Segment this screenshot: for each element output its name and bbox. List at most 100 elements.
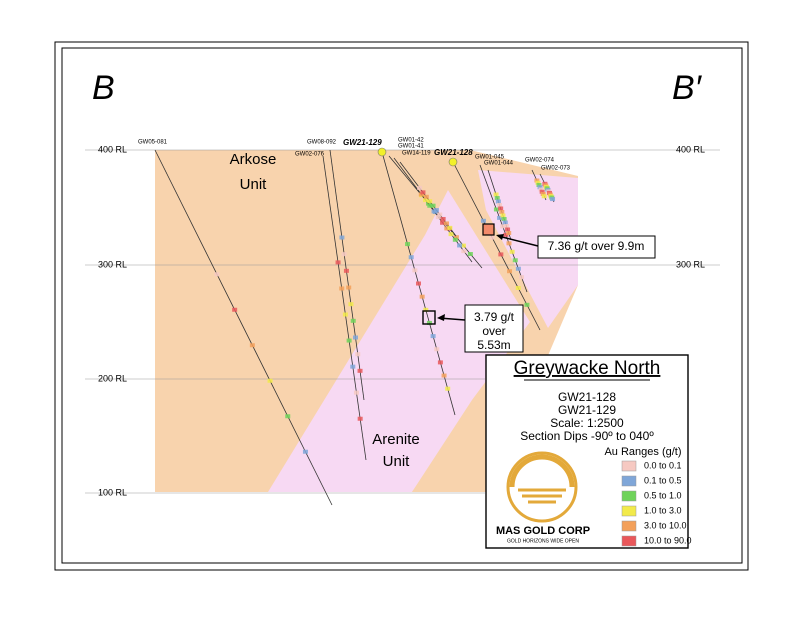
collar-marker [448,157,458,167]
assay-interval [534,178,540,183]
assay-interval [540,192,546,196]
assay-interval [417,185,423,190]
assay-interval [423,307,429,312]
legend-dips: Section Dips -90º to 040º [520,429,654,443]
range-swatch [621,520,637,532]
assay-interval [419,294,425,299]
arrow-head [496,234,504,240]
assay-interval [489,235,495,240]
assay-interval [497,215,503,220]
section-label: B [92,69,115,107]
assay-interval [430,203,436,208]
assay-interval [519,275,525,280]
ranges-title: Au Ranges (g/t) [604,446,681,458]
assay-interval [447,225,453,230]
assay-interval [506,241,512,246]
assay-interval [342,312,348,317]
assay-interval [500,224,506,229]
elevation-label: 300 RL [676,259,705,269]
assay-interval [435,215,441,220]
elevation-label: 400 RL [676,144,705,154]
range-label: 1.0 to 3.0 [644,505,682,515]
assay-interval [412,268,418,273]
assay-interval [505,227,511,232]
hole-label: GW08-092 [307,140,337,146]
assay-interval [503,224,509,228]
intercept-box [422,310,436,325]
assay-interval [433,208,439,213]
assay-interval [509,249,515,254]
assay-interval [249,343,255,348]
assay-interval [550,197,556,202]
assay-interval [350,364,356,369]
unit-name: Arenite [372,431,420,448]
elevation-label: 400 RL [98,144,127,154]
assay-interval [503,232,509,237]
elevation-label: 300 RL [98,259,127,269]
legend-hole: GW21-129 [558,403,616,417]
assay-interval [339,235,345,240]
assay-interval [537,185,543,190]
drill-hole [479,164,528,293]
assay-interval [214,272,220,277]
collar-marker [377,147,387,157]
assay-interval [498,206,504,211]
assay-interval [443,221,449,226]
assay-interval [353,390,359,395]
assay-interval [405,242,411,247]
assay-interval [343,268,349,273]
unit-name: Arkose [230,151,277,168]
logo [506,451,578,523]
logo-ring [506,451,578,523]
hole-label: GW14-119 [402,151,431,157]
assay-interval [232,307,238,312]
assay-interval [495,199,501,204]
assay-interval [497,203,502,207]
assay-interval [515,266,521,271]
range-label: 10.0 to 90.0 [644,535,692,545]
assay-interval [302,449,308,454]
hole-label: GW01-044 [484,161,514,167]
drill-hole [322,155,367,461]
assay-interval [440,216,446,221]
assay-interval [453,235,459,240]
callout-text: 3.79 g/t [474,310,515,324]
assay-interval [501,217,507,221]
assay-interval [499,210,505,214]
assay-interval [420,190,426,195]
assay-interval [437,212,443,217]
assay-interval [445,386,451,391]
legend-box [485,354,689,549]
assay-interval [346,338,352,343]
range-label: 0.0 to 0.1 [644,460,682,470]
assay-interval [461,249,467,254]
assay-interval [426,320,432,325]
assay-interval [441,373,447,378]
assay-interval [448,232,454,237]
assay-interval [452,237,458,242]
drill-hole [329,149,365,401]
assay-interval [498,252,504,257]
legend-scale: Scale: 1:2500 [550,416,624,430]
assay-interval [339,286,345,291]
assay-interval [408,255,414,260]
assay-interval [353,335,358,340]
callout-box [464,304,524,353]
assay-interval [335,260,341,265]
assay-interval [480,218,486,223]
range-swatch [621,475,637,487]
assay-interval [418,192,424,197]
assay-interval [524,302,530,307]
assay-interval [427,203,433,208]
legend-hole: GW21-128 [558,390,616,404]
assay-interval [423,198,429,203]
drill-hole [452,161,541,331]
arrow-head [437,314,445,321]
assay-interval [346,285,352,290]
inner-frame [61,47,743,564]
unit-word: Unit [240,176,268,193]
legend-title: Greywacke North [514,358,661,379]
section-label: B′ [672,69,703,107]
assay-interval [512,258,518,263]
